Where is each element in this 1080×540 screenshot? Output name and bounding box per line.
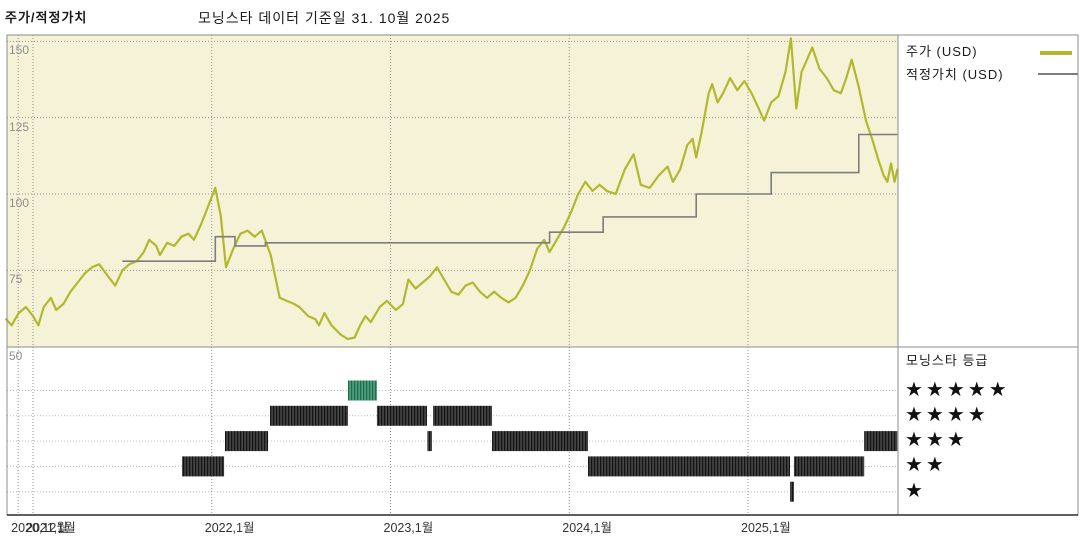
plot-background	[7, 35, 898, 347]
fair-value-line	[122, 133, 898, 262]
legend-panel-box	[897, 34, 1079, 516]
x-tick-label: 2020,12월	[11, 521, 68, 535]
rating-segment-4-star	[433, 405, 493, 426]
rating-legend-title: 모닝스타 등급	[906, 353, 989, 368]
rating-segment-2-star	[182, 456, 225, 477]
legend-price-label: 주가 (USD)	[906, 44, 978, 59]
page-title: 주가/적정가치	[5, 10, 88, 25]
y-tick-label: 50	[9, 348, 23, 363]
as-of-date-label: 모닝스타 데이터 기준일 31. 10월 2025	[198, 10, 451, 26]
rating-segment-3-star	[224, 431, 269, 452]
y-tick-label: 75	[9, 272, 23, 287]
rating-segment-1-star	[790, 481, 794, 502]
rating-segment-3-star	[864, 431, 898, 452]
rating-5-stars-row: ★★★★★	[905, 378, 1010, 401]
x-tick-label: 2024,1월	[562, 521, 612, 535]
fair-value-line-swatch-icon	[1038, 73, 1078, 75]
x-tick-label: 2023,1월	[383, 521, 434, 535]
price-line-swatch-icon	[1040, 51, 1072, 55]
legend-fair-value-label: 적정가치 (USD)	[906, 67, 1004, 82]
rating-segment-3-star	[492, 431, 589, 452]
x-tick-label: 2021,1월	[26, 521, 76, 535]
y-tick-label: 100	[9, 196, 30, 210]
rating-segment-2-star	[793, 456, 865, 477]
rating-1-stars-row: ★	[905, 479, 926, 502]
rating-segment-4-star	[376, 405, 427, 426]
x-tick-label: 2022,1월	[204, 521, 255, 535]
rating-4-stars-row: ★★★★	[905, 403, 989, 426]
y-tick-label: 125	[9, 119, 30, 134]
y-tick-label: 150	[9, 43, 30, 58]
rating-2-stars-row: ★★	[905, 454, 947, 477]
rating-segment-5-star	[347, 380, 377, 401]
x-tick-label: 2025,1월	[741, 521, 791, 535]
rating-3-stars-row: ★★★	[905, 429, 968, 452]
rating-segment-3-star	[427, 431, 432, 452]
rating-segment-4-star	[270, 405, 348, 426]
price-line	[5, 37, 899, 341]
rating-segment-2-star	[588, 456, 791, 477]
